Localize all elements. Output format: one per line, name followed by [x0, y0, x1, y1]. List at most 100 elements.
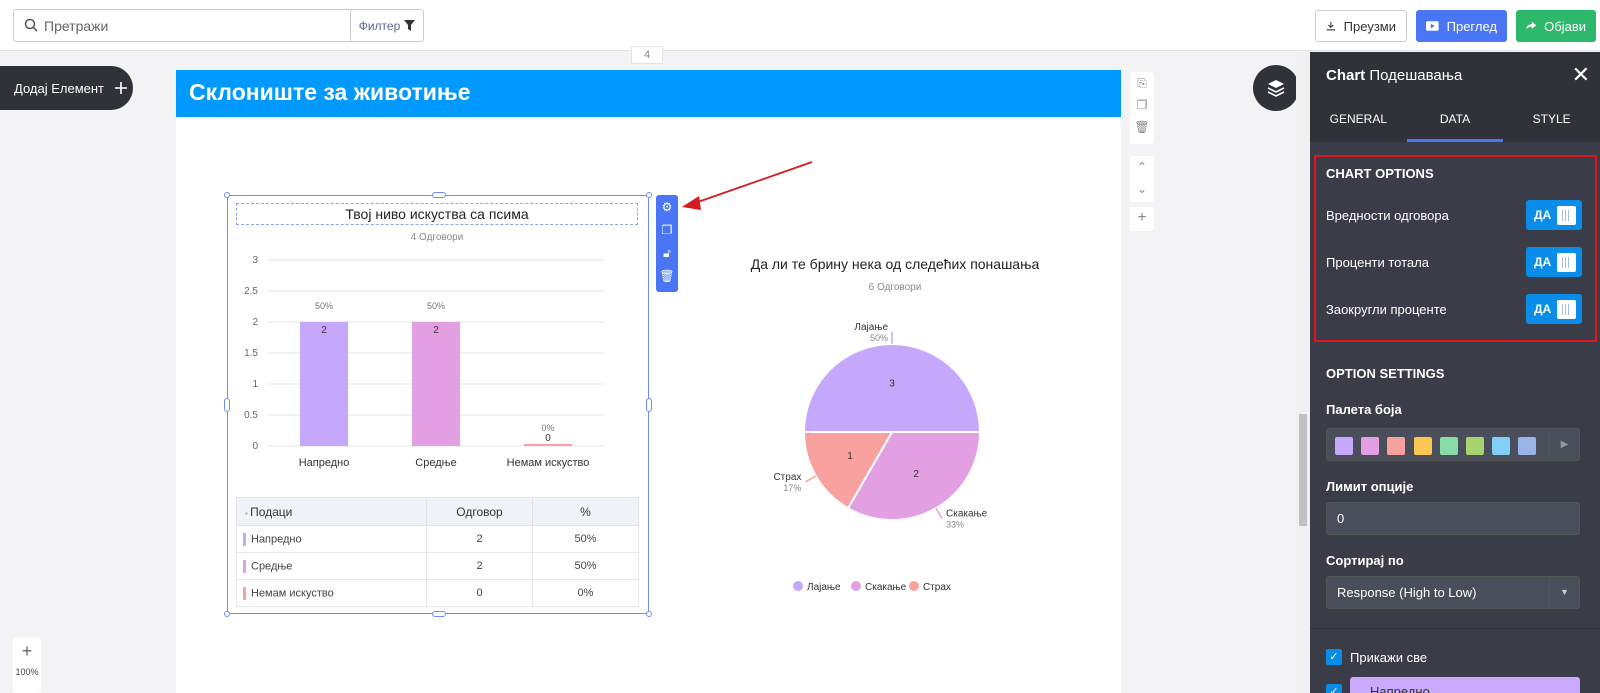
move-up-icon[interactable]: ⌃: [1136, 160, 1148, 174]
bar-value-label: 0: [545, 433, 551, 444]
preview-button[interactable]: Преглед: [1416, 10, 1507, 42]
bar: [524, 444, 572, 446]
table-header-pct[interactable]: %: [532, 497, 639, 526]
layers-button[interactable]: [1253, 65, 1299, 111]
x-tick-label: Напредно: [299, 457, 350, 469]
filter-label: Филтер: [358, 18, 401, 33]
delete-page-icon[interactable]: 🗑︎: [1134, 120, 1150, 134]
total-percent-toggle[interactable]: ДА: [1526, 247, 1582, 277]
bar-percent-label: 50%: [427, 301, 445, 311]
bar-percent-label: 0%: [541, 423, 554, 433]
preview-label: Преглед: [1446, 18, 1497, 34]
y-tick-label: 1: [252, 379, 258, 390]
add-page-icon[interactable]: +: [1130, 207, 1154, 231]
pie-slice: [846, 431, 982, 521]
show-all-checkbox[interactable]: ✓: [1326, 649, 1342, 665]
option-checkbox[interactable]: ✓: [1326, 684, 1342, 693]
resize-handle[interactable]: [224, 398, 230, 412]
table-header-data[interactable]: ▪ Подаци: [236, 497, 427, 526]
move-down-icon[interactable]: ⌄: [1136, 182, 1148, 196]
row-pct: 50%: [532, 525, 639, 553]
y-tick-label: 0.5: [244, 410, 258, 421]
sort-select[interactable]: Response (High to Low) ▼: [1326, 576, 1580, 609]
zoom-control: + 100%: [13, 638, 41, 693]
resize-handle[interactable]: [646, 398, 652, 412]
legend-label: Страх: [923, 582, 951, 593]
bar-chart-title[interactable]: Твој ниво искуства са псима: [236, 203, 638, 225]
pie-value-label: 1: [847, 451, 853, 462]
palette-swatch[interactable]: [1492, 437, 1510, 455]
tab-general[interactable]: GENERAL: [1329, 112, 1388, 126]
add-element-button[interactable]: Додај Елемент: [0, 66, 133, 110]
palette-swatch[interactable]: [1440, 437, 1458, 455]
palette-swatch[interactable]: [1361, 437, 1379, 455]
table-header-count[interactable]: Одговор: [426, 497, 533, 526]
palette-swatch[interactable]: [1518, 437, 1536, 455]
row-label: Напредно: [251, 532, 302, 545]
row-label: Средње: [251, 559, 293, 572]
canvas-scrollbar[interactable]: [1296, 52, 1310, 693]
pie-value-label: 2: [913, 469, 919, 480]
option-item[interactable]: Напредно: [1350, 677, 1580, 693]
zoom-in-button[interactable]: +: [21, 641, 33, 661]
top-toolbar: Филтер Преузми Преглед Објави: [0, 0, 1600, 51]
y-tick-label: 2.5: [244, 286, 258, 297]
search-input[interactable]: [44, 11, 344, 40]
download-button[interactable]: Преузми: [1315, 10, 1407, 42]
toggle-knob: [1557, 205, 1577, 225]
settings-gear-icon[interactable]: ⚙: [661, 200, 673, 214]
resize-handle[interactable]: [224, 192, 230, 198]
round-percent-toggle[interactable]: ДА: [1526, 294, 1582, 324]
resize-handle[interactable]: [432, 611, 446, 617]
resize-handle[interactable]: [432, 192, 446, 198]
table-row: Напредно 2 50%: [236, 525, 639, 553]
zoom-level: 100%: [15, 667, 39, 677]
copy-style-icon[interactable]: ⎘: [1137, 76, 1147, 90]
color-palette-picker[interactable]: ▶: [1326, 428, 1580, 461]
toggle-knob: [1557, 299, 1577, 319]
x-tick-label: Немам искуство: [507, 457, 590, 469]
duplicate-page-icon[interactable]: ❐: [1136, 98, 1148, 112]
close-icon[interactable]: ✕: [1571, 62, 1590, 87]
play-icon: [1426, 21, 1439, 31]
unlock-icon[interactable]: 🔓︎: [663, 246, 671, 260]
plus-icon: [115, 82, 127, 94]
page-tools: ⎘ ❐ 🗑︎: [1130, 72, 1154, 144]
pie-value-label: 3: [889, 379, 895, 390]
limit-input[interactable]: 0: [1326, 502, 1580, 535]
option-label: Проценти тотала: [1326, 255, 1429, 270]
download-icon: [1326, 21, 1335, 31]
tab-style[interactable]: STYLE: [1532, 112, 1571, 126]
page-header[interactable]: Склониште за животиње: [176, 70, 1121, 117]
resize-handle[interactable]: [646, 611, 652, 617]
share-arrow-icon: [1526, 21, 1537, 30]
palette-swatch[interactable]: [1414, 437, 1432, 455]
pie-category-label: Лајање: [854, 322, 888, 333]
pie-chart-title[interactable]: Да ли те брину нека од следећих понашања: [750, 256, 1040, 272]
tab-data[interactable]: DATA: [1406, 97, 1504, 142]
download-label: Преузми: [1343, 18, 1396, 34]
response-values-toggle[interactable]: ДА: [1526, 200, 1582, 230]
palette-swatch[interactable]: [1387, 437, 1405, 455]
pie-slice: [802, 431, 894, 510]
scrollbar-thumb[interactable]: [1299, 414, 1307, 526]
legend-marker: [909, 581, 919, 591]
resize-handle[interactable]: [646, 192, 652, 198]
duplicate-icon[interactable]: ❐: [661, 223, 673, 237]
search-box[interactable]: Филтер: [13, 9, 424, 42]
color-swatch: [243, 559, 246, 573]
show-all-label: Прикажи све: [1350, 650, 1428, 665]
trash-icon[interactable]: 🗑︎: [659, 269, 675, 283]
toggle-knob: [1557, 252, 1577, 272]
palette-swatch[interactable]: [1466, 437, 1484, 455]
bar: [412, 322, 460, 446]
page-move-tools: ⌃ ⌄: [1130, 156, 1154, 202]
palette-swatch[interactable]: [1335, 437, 1353, 455]
publish-button[interactable]: Објави: [1516, 10, 1596, 42]
pie-percent-label: 50%: [870, 333, 888, 343]
sort-label: Сортирај по: [1326, 553, 1404, 568]
play-arrow-icon[interactable]: ▶: [1549, 429, 1579, 460]
legend-label: Скакање: [865, 582, 907, 593]
resize-handle[interactable]: [224, 611, 230, 617]
filter-button[interactable]: Филтер: [350, 10, 423, 41]
